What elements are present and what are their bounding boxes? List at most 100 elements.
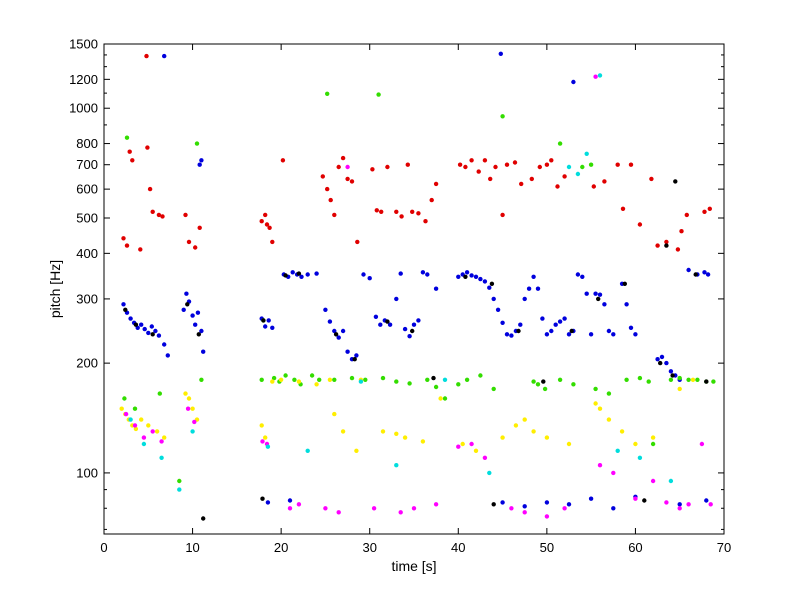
data-point	[156, 333, 162, 338]
data-point	[686, 267, 691, 273]
data-point	[670, 373, 675, 378]
x-axis-label: time [s]	[391, 558, 436, 574]
data-point	[522, 296, 527, 302]
data-point	[513, 423, 519, 428]
data-point	[537, 164, 542, 170]
data-point	[259, 423, 264, 428]
data-point	[620, 206, 626, 211]
data-point	[557, 141, 563, 146]
data-point	[531, 429, 536, 434]
data-point	[588, 496, 594, 501]
y-axis-label: pitch [Hz]	[47, 260, 63, 318]
data-point	[493, 164, 498, 170]
data-point	[336, 335, 341, 340]
data-point	[516, 328, 521, 334]
data-point	[133, 426, 139, 432]
data-point	[193, 245, 198, 250]
data-point	[637, 455, 643, 460]
data-point	[296, 502, 302, 507]
y-tick-label: 1200	[69, 72, 98, 87]
data-point	[566, 502, 572, 507]
data-point	[123, 411, 129, 417]
data-point	[325, 186, 330, 192]
data-point	[544, 435, 550, 440]
data-point	[469, 273, 474, 278]
data-point	[130, 158, 135, 163]
data-point	[464, 377, 470, 382]
data-point	[332, 411, 337, 417]
data-point	[138, 247, 143, 252]
data-point	[650, 435, 656, 440]
data-point	[553, 322, 558, 327]
data-point	[628, 162, 634, 167]
data-point	[488, 176, 493, 182]
y-tick-label: 400	[76, 246, 98, 261]
data-point	[469, 158, 474, 163]
data-point	[664, 360, 669, 366]
data-point	[146, 330, 151, 336]
y-tick-label: 500	[76, 211, 98, 226]
data-point	[283, 273, 288, 278]
data-point	[336, 164, 341, 170]
data-point	[482, 158, 488, 163]
data-point	[287, 498, 293, 503]
data-point	[575, 272, 581, 277]
data-point	[593, 74, 598, 79]
data-point	[132, 423, 138, 428]
data-point	[431, 375, 436, 381]
data-point	[267, 225, 272, 230]
data-point	[544, 514, 550, 519]
data-point	[159, 455, 164, 460]
data-point	[124, 243, 130, 248]
data-point	[580, 274, 585, 279]
data-point	[394, 296, 399, 302]
data-point	[686, 377, 691, 382]
series-5	[123, 74, 713, 519]
data-point	[190, 429, 195, 434]
data-point	[491, 296, 496, 302]
data-point	[463, 164, 468, 170]
data-point	[314, 382, 319, 387]
data-point	[522, 504, 527, 509]
data-point	[139, 322, 144, 327]
data-point	[519, 181, 524, 187]
data-point	[186, 239, 192, 245]
series-6	[128, 73, 674, 492]
data-point	[181, 307, 186, 312]
data-point	[619, 429, 625, 434]
data-point	[296, 271, 302, 276]
x-tick-label: 30	[362, 540, 376, 555]
data-point	[542, 386, 548, 392]
data-point	[410, 328, 415, 334]
data-point	[544, 500, 550, 505]
data-point	[185, 406, 191, 411]
data-point	[438, 396, 443, 401]
data-point	[664, 239, 669, 245]
y-tick-label: 100	[76, 465, 98, 480]
data-point	[673, 179, 678, 184]
series-3	[122, 91, 716, 484]
data-point	[320, 174, 325, 179]
data-point	[270, 325, 275, 330]
data-point	[159, 439, 164, 444]
data-point	[270, 239, 275, 245]
data-point	[280, 158, 286, 163]
data-point	[677, 502, 682, 507]
data-point	[473, 448, 479, 453]
data-point	[606, 417, 612, 422]
data-point	[299, 274, 304, 279]
data-point	[675, 247, 681, 252]
data-point	[370, 167, 375, 172]
data-point	[457, 162, 463, 167]
data-point	[566, 164, 572, 170]
data-point	[566, 332, 572, 337]
data-point	[336, 510, 341, 515]
data-point	[420, 270, 426, 275]
x-tick-label: 20	[274, 540, 288, 555]
data-point	[309, 373, 315, 378]
data-point	[260, 496, 265, 501]
data-point	[328, 197, 333, 203]
data-point	[374, 208, 379, 213]
data-point	[367, 276, 372, 281]
data-point	[633, 441, 638, 447]
